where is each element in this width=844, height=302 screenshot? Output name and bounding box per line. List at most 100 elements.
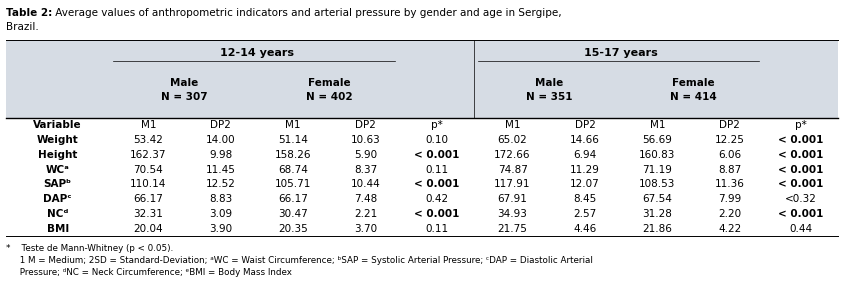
- Text: 117.91: 117.91: [495, 179, 531, 189]
- Text: 8.83: 8.83: [209, 194, 232, 204]
- Text: 2.20: 2.20: [718, 209, 741, 219]
- Text: 9.98: 9.98: [209, 150, 232, 160]
- Text: 65.02: 65.02: [498, 135, 528, 145]
- Text: 34.93: 34.93: [498, 209, 528, 219]
- Text: 10.44: 10.44: [351, 179, 381, 189]
- Text: 53.42: 53.42: [133, 135, 163, 145]
- Text: 110.14: 110.14: [130, 179, 166, 189]
- Text: Weight: Weight: [37, 135, 78, 145]
- Text: < 0.001: < 0.001: [778, 165, 824, 175]
- Text: 158.26: 158.26: [275, 150, 311, 160]
- Text: < 0.001: < 0.001: [778, 150, 824, 160]
- Text: 11.29: 11.29: [570, 165, 600, 175]
- Text: 68.74: 68.74: [279, 165, 308, 175]
- Text: 11.45: 11.45: [206, 165, 235, 175]
- Text: 0.44: 0.44: [789, 223, 812, 234]
- Text: 21.86: 21.86: [642, 223, 673, 234]
- Text: < 0.001: < 0.001: [778, 209, 824, 219]
- Text: 20.35: 20.35: [279, 223, 308, 234]
- Text: N = 351: N = 351: [526, 92, 572, 102]
- Text: 10.63: 10.63: [351, 135, 381, 145]
- Text: 105.71: 105.71: [275, 179, 311, 189]
- Text: 160.83: 160.83: [639, 150, 675, 160]
- Text: DP2: DP2: [355, 120, 376, 130]
- Text: DAPᶜ: DAPᶜ: [44, 194, 72, 204]
- Text: 56.69: 56.69: [642, 135, 673, 145]
- Text: Average values of anthropometric indicators and arterial pressure by gender and : Average values of anthropometric indicat…: [52, 8, 561, 18]
- Text: 21.75: 21.75: [498, 223, 528, 234]
- Text: 66.17: 66.17: [279, 194, 308, 204]
- Text: Brazil.: Brazil.: [6, 22, 39, 32]
- Text: 67.91: 67.91: [498, 194, 528, 204]
- Text: 71.19: 71.19: [642, 165, 673, 175]
- Text: 7.99: 7.99: [718, 194, 742, 204]
- Text: DP2: DP2: [210, 120, 231, 130]
- Text: 32.31: 32.31: [133, 209, 163, 219]
- Text: N = 414: N = 414: [670, 92, 717, 102]
- Text: 6.94: 6.94: [573, 150, 597, 160]
- Text: 11.36: 11.36: [715, 179, 744, 189]
- Text: DP2: DP2: [575, 120, 595, 130]
- Text: Female: Female: [673, 78, 715, 88]
- Text: 12-14 years: 12-14 years: [220, 48, 294, 58]
- Text: 108.53: 108.53: [639, 179, 675, 189]
- Text: M1: M1: [285, 120, 301, 130]
- Text: < 0.001: < 0.001: [414, 179, 459, 189]
- Text: 30.47: 30.47: [279, 209, 308, 219]
- Text: 0.10: 0.10: [425, 135, 448, 145]
- Text: 8.45: 8.45: [573, 194, 597, 204]
- Text: 67.54: 67.54: [642, 194, 673, 204]
- Text: 70.54: 70.54: [133, 165, 163, 175]
- Text: < 0.001: < 0.001: [414, 150, 459, 160]
- Text: 5.90: 5.90: [354, 150, 377, 160]
- Text: 4.22: 4.22: [718, 223, 742, 234]
- Text: p*: p*: [795, 120, 807, 130]
- Text: Height: Height: [38, 150, 78, 160]
- Text: 12.52: 12.52: [206, 179, 235, 189]
- Text: 66.17: 66.17: [133, 194, 163, 204]
- Text: 0.11: 0.11: [425, 165, 448, 175]
- Text: Male: Male: [170, 78, 198, 88]
- Text: N = 402: N = 402: [306, 92, 353, 102]
- Text: 14.00: 14.00: [206, 135, 235, 145]
- Text: 74.87: 74.87: [498, 165, 528, 175]
- Text: Variable: Variable: [34, 120, 82, 130]
- Text: 8.87: 8.87: [718, 165, 742, 175]
- Text: 7.48: 7.48: [354, 194, 377, 204]
- Text: 3.70: 3.70: [354, 223, 377, 234]
- Text: 3.09: 3.09: [209, 209, 232, 219]
- Text: NCᵈ: NCᵈ: [47, 209, 68, 219]
- Text: 12.07: 12.07: [570, 179, 600, 189]
- Text: 6.06: 6.06: [718, 150, 741, 160]
- Text: p*: p*: [430, 120, 442, 130]
- Text: 12.25: 12.25: [715, 135, 744, 145]
- Text: 15-17 years: 15-17 years: [584, 48, 658, 58]
- Text: 0.42: 0.42: [425, 194, 448, 204]
- Text: DP2: DP2: [719, 120, 740, 130]
- Text: Pressure; ᵈNC = Neck Circumference; ᵉBMI = Body Mass Index: Pressure; ᵈNC = Neck Circumference; ᵉBMI…: [6, 268, 292, 277]
- Text: 2.21: 2.21: [354, 209, 377, 219]
- Text: SAPᵇ: SAPᵇ: [44, 179, 72, 189]
- Text: < 0.001: < 0.001: [414, 209, 459, 219]
- Text: < 0.001: < 0.001: [778, 179, 824, 189]
- Text: 20.04: 20.04: [133, 223, 163, 234]
- Text: M1: M1: [141, 120, 156, 130]
- Text: 8.37: 8.37: [354, 165, 377, 175]
- Text: < 0.001: < 0.001: [778, 135, 824, 145]
- Text: 1 M = Medium; 2SD = Standard-Deviation; ᵃWC = Waist Circumference; ᵇSAP = Systol: 1 M = Medium; 2SD = Standard-Deviation; …: [6, 256, 592, 265]
- Text: 31.28: 31.28: [642, 209, 673, 219]
- Text: N = 307: N = 307: [161, 92, 208, 102]
- Text: 172.66: 172.66: [495, 150, 531, 160]
- Text: BMI: BMI: [46, 223, 69, 234]
- Bar: [6, 40, 838, 118]
- Text: Table 2:: Table 2:: [6, 8, 52, 18]
- Text: 14.66: 14.66: [570, 135, 600, 145]
- Text: <0.32: <0.32: [785, 194, 817, 204]
- Text: 162.37: 162.37: [130, 150, 166, 160]
- Text: M1: M1: [650, 120, 665, 130]
- Text: 4.46: 4.46: [573, 223, 597, 234]
- Text: 51.14: 51.14: [279, 135, 308, 145]
- Text: WCᵃ: WCᵃ: [46, 165, 70, 175]
- Text: 0.11: 0.11: [425, 223, 448, 234]
- Text: Female: Female: [308, 78, 351, 88]
